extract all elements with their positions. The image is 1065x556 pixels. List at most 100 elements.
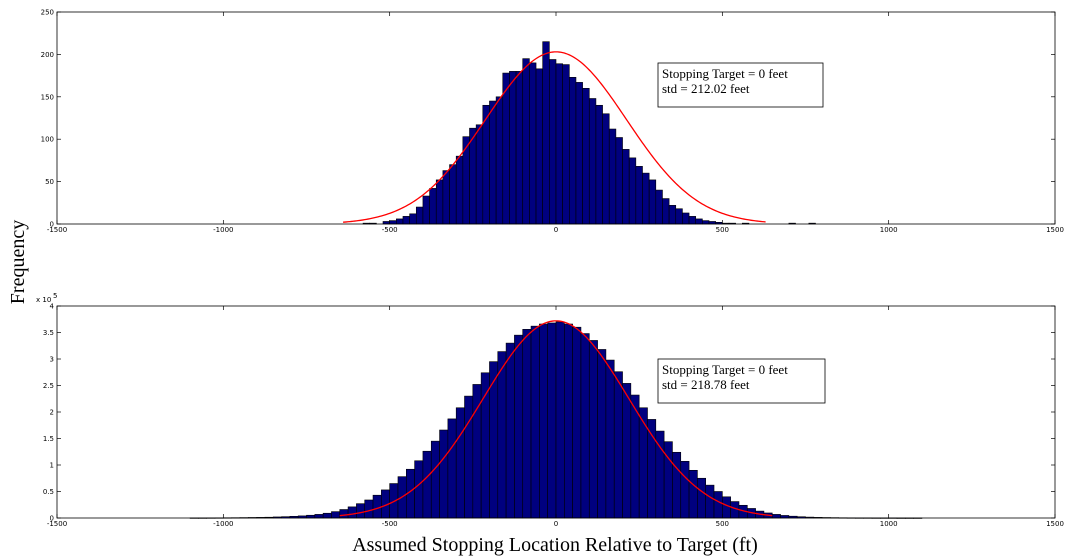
histogram-bar <box>505 342 515 519</box>
histogram-bar <box>572 326 582 519</box>
top-histogram-panel: -1500 -1000 -500 0 500 1000 1500 0 50 100 150 200 25… <box>41 9 1064 235</box>
histogram-bar <box>522 329 532 519</box>
histogram-bar <box>389 483 399 519</box>
histogram-bar <box>422 450 432 519</box>
x-tick-label: -1000 <box>213 520 233 528</box>
histogram-bar <box>402 216 410 225</box>
histogram-bar <box>638 407 648 519</box>
histogram-bar <box>530 325 540 519</box>
histogram-bar <box>682 212 690 225</box>
histogram-bar <box>688 469 698 519</box>
x-tick-label: 1500 <box>1046 226 1064 234</box>
histogram-bar <box>502 72 510 225</box>
histogram-bar <box>409 213 417 225</box>
x-tick-label: -1500 <box>47 520 67 528</box>
histogram-bar <box>608 128 617 225</box>
histogram-bar <box>522 58 530 225</box>
histogram-bar <box>628 157 637 225</box>
histogram-bar <box>542 41 550 225</box>
histogram-bar <box>771 514 781 519</box>
y-tick-label: 2.5 <box>43 382 54 390</box>
x-tick-label: 500 <box>716 226 729 234</box>
histogram-bar <box>702 220 710 225</box>
histogram-bar <box>429 188 437 225</box>
histogram-bar <box>439 429 449 519</box>
histogram-bar <box>495 96 504 225</box>
annotation-line: std = 218.78 feet <box>662 377 750 392</box>
y-tick-label: 200 <box>41 51 54 59</box>
x-tick-label: -1000 <box>213 226 233 234</box>
histogram-bar <box>648 179 657 225</box>
histogram-bar <box>539 323 548 519</box>
histogram-bar <box>356 503 366 519</box>
y-tick-label: 1.5 <box>43 435 54 443</box>
histogram-bar <box>515 71 524 225</box>
x-tick-label: -500 <box>382 226 398 234</box>
histogram-bar <box>697 477 707 519</box>
histogram-bar <box>469 127 477 225</box>
histogram-bar <box>672 451 682 519</box>
x-tick-label: -500 <box>382 520 398 528</box>
histogram-bar <box>414 460 424 519</box>
histogram-bar <box>455 155 464 225</box>
histogram-bar <box>569 77 577 225</box>
histogram-bar <box>529 62 537 225</box>
histogram-bar <box>389 220 397 225</box>
histogram-bar <box>680 460 690 519</box>
histogram-bar <box>695 218 703 225</box>
y-tick-label: 2 <box>50 409 54 417</box>
histogram-bar <box>635 166 643 225</box>
y-tick-label: 3 <box>50 356 54 364</box>
histogram-bar <box>588 340 598 519</box>
x-tick-label: 0 <box>554 226 558 234</box>
histogram-bar <box>497 351 507 519</box>
x-tick-label: 1000 <box>880 226 898 234</box>
normal-fit-curve <box>343 51 766 223</box>
histogram-bar <box>514 334 524 519</box>
y-tick-label: 3.5 <box>43 329 54 337</box>
histogram-bar <box>547 322 557 519</box>
histogram-bar <box>597 349 607 519</box>
y-tick-label: 1 <box>50 462 54 470</box>
histogram-bar <box>580 333 590 519</box>
y-tick-label: 100 <box>41 136 54 144</box>
normal-fit-curve <box>339 320 773 517</box>
annotation-box <box>657 62 824 108</box>
y-exponent-power: 5 <box>53 292 57 300</box>
histogram-bar <box>602 113 610 225</box>
histogram-bar <box>622 149 630 225</box>
histogram-bar <box>663 441 673 519</box>
histogram-bar <box>555 321 565 519</box>
histogram-bar <box>705 484 715 519</box>
bottom-histogram-panel: -1500 -1000 -500 0 500 1000 1500 0 0.5 1 1.5 2 2.5 3 3… <box>36 292 1064 528</box>
histogram-bar <box>430 440 440 519</box>
histogram-bar <box>415 206 424 225</box>
histogram-bar <box>455 407 465 519</box>
x-tick-label: 0 <box>554 520 558 528</box>
histogram-bar <box>422 195 430 225</box>
histogram-bar <box>372 494 382 519</box>
annotation-box <box>657 358 826 404</box>
y-exponent-label: x 10 <box>36 296 51 304</box>
histogram-bar <box>314 514 324 519</box>
y-tick-label: 0.5 <box>43 488 54 496</box>
histogram-bar <box>339 509 349 519</box>
histogram-bar <box>688 216 697 225</box>
x-axis-label: Assumed Stopping Location Relative to Ta… <box>352 534 758 556</box>
histogram-bar <box>642 172 650 225</box>
x-tick-label: 500 <box>716 520 729 528</box>
histogram-bar <box>562 64 570 225</box>
histogram-bar <box>464 395 474 519</box>
histogram-bar <box>722 496 731 519</box>
histogram-bar <box>588 98 597 225</box>
histogram-bar <box>564 323 573 519</box>
histogram-bar <box>622 383 632 519</box>
histogram-bar <box>555 63 563 225</box>
annotation-line: Stopping Target = 0 feet <box>662 66 788 81</box>
annotation-line: Stopping Target = 0 feet <box>662 362 788 377</box>
annotation-line: std = 212.02 feet <box>662 81 750 96</box>
y-axis-label: Frequency <box>7 220 29 304</box>
histogram-bar <box>435 179 444 225</box>
histogram-bar <box>535 68 543 225</box>
